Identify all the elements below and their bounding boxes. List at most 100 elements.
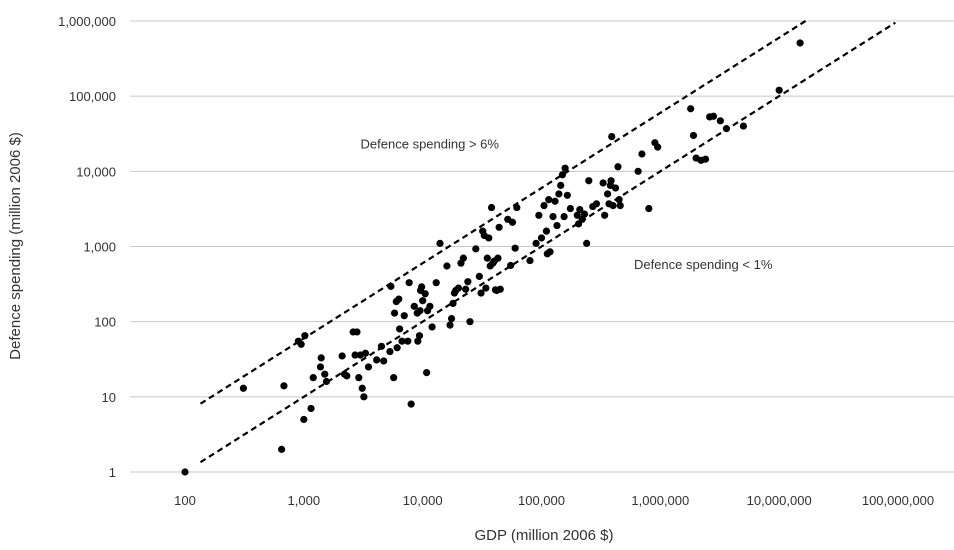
data-point bbox=[415, 332, 424, 340]
reference-line-six-percent bbox=[199, 19, 808, 405]
data-point bbox=[373, 356, 381, 364]
y-axis-label: Defence spending (million 2006 $) bbox=[7, 132, 24, 360]
data-point bbox=[464, 278, 472, 286]
data-point bbox=[494, 254, 502, 262]
data-point bbox=[609, 202, 617, 210]
data-point bbox=[483, 254, 491, 262]
data-point bbox=[317, 354, 325, 362]
data-point bbox=[485, 234, 493, 242]
data-point bbox=[477, 289, 485, 297]
data-point bbox=[351, 351, 359, 359]
data-point bbox=[555, 190, 563, 198]
data-point bbox=[566, 204, 574, 213]
data-point bbox=[638, 150, 646, 158]
data-point bbox=[364, 363, 373, 371]
x-tick-label: 10,000 bbox=[403, 493, 443, 508]
data-point bbox=[407, 400, 415, 408]
data-point bbox=[396, 325, 404, 333]
data-point bbox=[542, 227, 551, 235]
data-point bbox=[546, 248, 554, 256]
data-point bbox=[580, 210, 589, 218]
data-point bbox=[358, 384, 366, 392]
data-point bbox=[560, 212, 568, 221]
data-point bbox=[436, 239, 444, 247]
data-point bbox=[380, 357, 388, 365]
data-point bbox=[615, 196, 623, 204]
data-point bbox=[585, 177, 593, 185]
x-tick-label: 10,000,000 bbox=[747, 493, 812, 508]
data-point bbox=[400, 312, 408, 320]
y-axis-ticks: 1 10 100 1,000 10,000 100,000 1,000,000 bbox=[58, 14, 116, 480]
data-point bbox=[551, 197, 559, 205]
gridlines bbox=[130, 20, 954, 473]
data-point bbox=[446, 321, 454, 329]
data-point bbox=[563, 191, 571, 199]
data-point bbox=[540, 202, 548, 210]
data-point bbox=[722, 125, 731, 133]
data-point bbox=[508, 218, 517, 226]
data-point bbox=[701, 155, 710, 163]
data-point bbox=[614, 163, 622, 171]
data-point bbox=[616, 202, 624, 210]
x-tick-label: 100,000,000 bbox=[862, 493, 934, 508]
data-point bbox=[297, 340, 305, 348]
data-point bbox=[360, 393, 368, 401]
data-point bbox=[583, 239, 591, 247]
data-point bbox=[511, 244, 519, 252]
data-point bbox=[709, 112, 718, 120]
data-point bbox=[355, 374, 363, 382]
data-point bbox=[576, 205, 584, 214]
data-point bbox=[338, 352, 346, 360]
data-point bbox=[405, 279, 413, 287]
data-point bbox=[475, 272, 483, 281]
data-point bbox=[398, 337, 406, 345]
data-point bbox=[607, 177, 615, 185]
data-point bbox=[716, 117, 724, 125]
data-point bbox=[447, 314, 456, 323]
y-tick-label: 10,000 bbox=[76, 164, 116, 179]
data-point bbox=[592, 200, 601, 208]
data-point bbox=[404, 337, 412, 345]
data-point bbox=[390, 309, 399, 317]
data-point bbox=[410, 302, 418, 310]
y-tick-label: 100,000 bbox=[69, 89, 116, 104]
data-point bbox=[278, 445, 286, 453]
data-point bbox=[526, 256, 534, 265]
data-point bbox=[654, 143, 662, 151]
data-point bbox=[601, 211, 609, 219]
data-point bbox=[796, 39, 804, 47]
x-tick-label: 100,000 bbox=[518, 493, 565, 508]
data-point bbox=[459, 254, 467, 262]
data-point bbox=[428, 323, 436, 331]
data-point bbox=[181, 468, 189, 476]
data-point bbox=[611, 184, 620, 192]
data-point bbox=[423, 369, 431, 377]
data-point bbox=[608, 132, 616, 141]
data-point bbox=[449, 299, 457, 307]
data-point bbox=[513, 203, 521, 212]
data-point bbox=[634, 167, 642, 175]
data-point bbox=[482, 284, 490, 292]
data-point bbox=[535, 211, 543, 219]
data-point bbox=[387, 282, 395, 290]
data-point bbox=[361, 349, 370, 357]
data-point bbox=[414, 337, 422, 345]
data-point bbox=[443, 262, 451, 270]
data-point bbox=[280, 382, 288, 390]
x-axis-label: GDP (million 2006 $) bbox=[475, 527, 614, 544]
data-point bbox=[395, 295, 403, 303]
y-tick-label: 1 bbox=[109, 465, 116, 480]
data-point bbox=[307, 404, 315, 413]
data-point bbox=[496, 285, 504, 293]
data-point bbox=[537, 234, 546, 242]
data-point bbox=[386, 347, 394, 356]
data-point bbox=[532, 239, 540, 247]
annotations: Defence spending > 6% Defence spending < … bbox=[361, 137, 773, 272]
data-point bbox=[419, 297, 427, 305]
data-point bbox=[300, 415, 308, 424]
data-point bbox=[573, 211, 581, 219]
data-point bbox=[462, 285, 470, 293]
x-tick-label: 100 bbox=[174, 493, 196, 508]
